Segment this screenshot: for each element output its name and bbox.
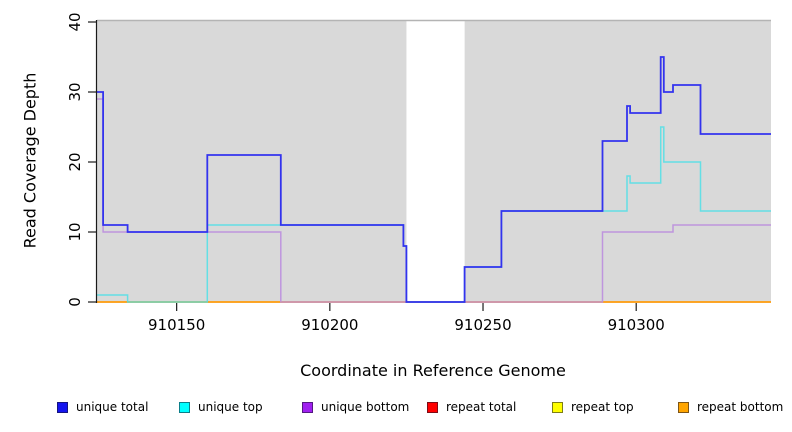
legend-swatch-repeat-total [427,401,438,413]
x-tick-label: 910300 [608,316,665,334]
y-axis-title: Read Coverage Depth [20,72,40,249]
legend: unique total unique top unique bottom repea… [0,399,792,417]
legend-label: repeat top [571,400,634,414]
legend-swatch-unique-bottom [302,401,313,413]
x-tick-label: 910150 [148,316,205,334]
series-unique-total [97,56,771,303]
legend-item-repeat-total: repeat total [427,399,516,415]
y-tick-label: 20 [66,152,84,171]
x-tick-label: 910200 [301,316,358,334]
legend-swatch-unique-top [179,401,190,413]
y-tick-label: 10 [66,222,84,241]
legend-label: unique bottom [321,400,410,414]
plot-bg-right [464,20,771,302]
legend-swatch-repeat-bottom [678,401,689,413]
legend-swatch-repeat-top [552,401,563,413]
x-tick-label: 910250 [454,316,511,334]
legend-item-unique-bottom: unique bottom [302,399,409,415]
legend-label: unique total [76,400,149,414]
plot-bg-left [97,20,407,302]
legend-item-unique-total: unique total [57,399,148,415]
legend-item-unique-top: unique top [179,399,263,415]
legend-label: repeat total [446,400,517,414]
legend-item-repeat-top: repeat top [552,399,634,415]
legend-label: repeat bottom [697,400,784,414]
y-tick-label: 0 [66,297,84,307]
x-axis-title: Coordinate in Reference Genome [300,361,566,380]
legend-label: unique top [198,400,263,414]
legend-swatch-unique-total [57,401,68,413]
y-tick-label: 40 [66,12,84,31]
legend-item-repeat-bottom: repeat bottom [678,399,783,415]
y-tick-label: 30 [66,82,84,101]
